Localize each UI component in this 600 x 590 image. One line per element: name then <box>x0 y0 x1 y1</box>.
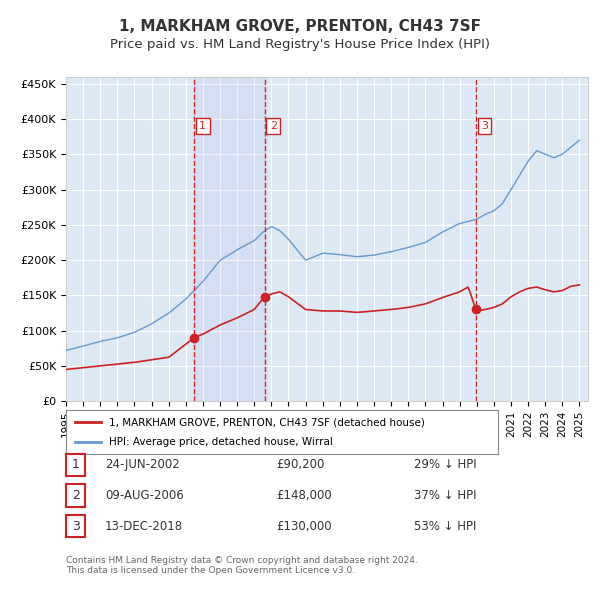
Bar <box>194 77 265 401</box>
Text: HPI: Average price, detached house, Wirral: HPI: Average price, detached house, Wirr… <box>109 437 333 447</box>
Text: £148,000: £148,000 <box>276 489 332 502</box>
Text: 37% ↓ HPI: 37% ↓ HPI <box>414 489 476 502</box>
Text: 53% ↓ HPI: 53% ↓ HPI <box>414 520 476 533</box>
Text: 13-DEC-2018: 13-DEC-2018 <box>105 520 183 533</box>
Text: £90,200: £90,200 <box>276 458 325 471</box>
Text: £130,000: £130,000 <box>276 520 332 533</box>
Text: Price paid vs. HM Land Registry's House Price Index (HPI): Price paid vs. HM Land Registry's House … <box>110 38 490 51</box>
Text: 24-JUN-2002: 24-JUN-2002 <box>105 458 180 471</box>
Bar <box>476 77 581 401</box>
Text: 2: 2 <box>71 489 80 502</box>
Text: 1: 1 <box>71 458 80 471</box>
Text: 2: 2 <box>270 121 277 131</box>
Text: Contains HM Land Registry data © Crown copyright and database right 2024.
This d: Contains HM Land Registry data © Crown c… <box>66 556 418 575</box>
Text: 09-AUG-2006: 09-AUG-2006 <box>105 489 184 502</box>
Text: 1, MARKHAM GROVE, PRENTON, CH43 7SF (detached house): 1, MARKHAM GROVE, PRENTON, CH43 7SF (det… <box>109 418 425 427</box>
Text: 1, MARKHAM GROVE, PRENTON, CH43 7SF: 1, MARKHAM GROVE, PRENTON, CH43 7SF <box>119 19 481 34</box>
Text: 1: 1 <box>199 121 206 131</box>
Text: 3: 3 <box>481 121 488 131</box>
Text: 3: 3 <box>71 520 80 533</box>
Text: 29% ↓ HPI: 29% ↓ HPI <box>414 458 476 471</box>
